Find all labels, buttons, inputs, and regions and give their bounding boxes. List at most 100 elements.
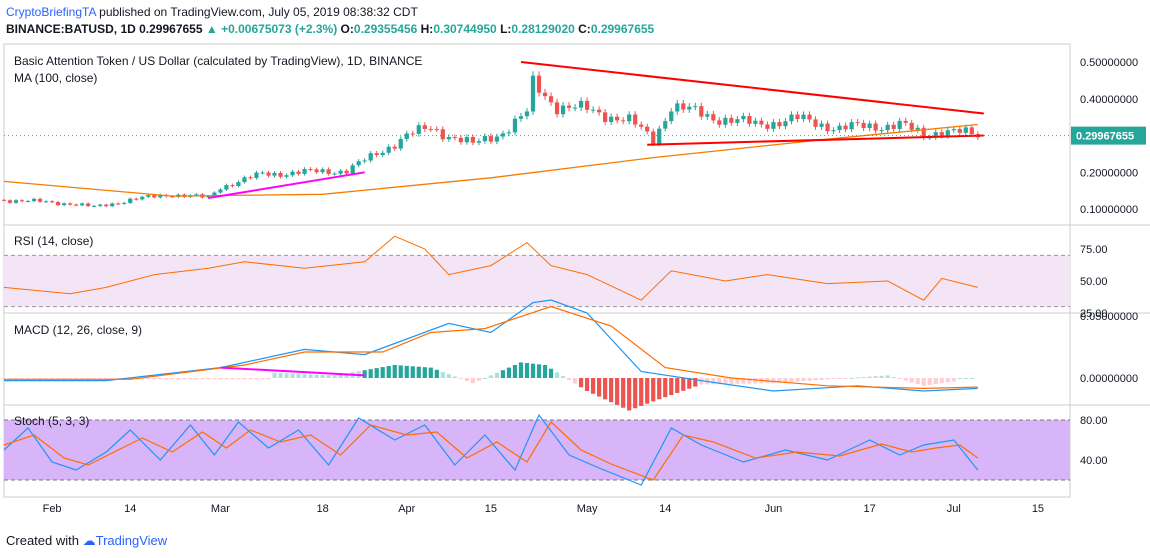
candle-body	[891, 124, 896, 129]
macd-histogram-bar	[260, 378, 265, 380]
candle-body	[37, 198, 43, 202]
macd-histogram-bar	[663, 378, 668, 398]
candle-body	[651, 131, 656, 144]
macd-histogram-bar	[879, 375, 884, 378]
ma-label: MA (100, close)	[14, 71, 97, 85]
rsi-label: RSI (14, close)	[14, 234, 93, 248]
macd-histogram-bar	[458, 378, 463, 379]
macd-histogram-bar	[933, 378, 938, 385]
candle-body	[536, 75, 542, 93]
candle-body	[711, 114, 716, 121]
macd-histogram-bar	[633, 378, 638, 409]
candle-body	[939, 132, 944, 136]
candle-body	[206, 196, 211, 198]
rsi-tick-label: 75.00	[1080, 244, 1108, 256]
macd-histogram-bar	[158, 378, 163, 380]
footer: Created with ☁TradingView	[6, 533, 167, 549]
created-with-text: Created with	[6, 533, 79, 548]
candle-body	[951, 129, 956, 131]
macd-histogram-bar	[741, 378, 746, 384]
candle-body	[260, 172, 265, 174]
open-label: O:	[340, 22, 354, 36]
time-tick-label: Feb	[43, 503, 62, 515]
tradingview-brand[interactable]: TradingView	[95, 533, 168, 548]
low-label: L:	[500, 22, 512, 36]
candle-body	[879, 130, 884, 132]
macd-series-line	[4, 305, 978, 390]
candle-body	[458, 137, 463, 143]
macd-histogram-bar	[43, 378, 49, 380]
candle-body	[350, 165, 355, 174]
macd-histogram-bar	[849, 377, 854, 379]
macd-histogram-bar	[542, 365, 548, 378]
last-price: 0.29967655	[139, 22, 203, 36]
candle-body	[873, 123, 878, 131]
candle-body	[753, 120, 758, 124]
trendline	[208, 171, 365, 199]
macd-tick-label: 0.00000000	[1080, 373, 1138, 385]
candle-body	[909, 122, 914, 130]
candle-body	[86, 203, 91, 207]
candle-body	[212, 192, 217, 197]
candle-body	[254, 172, 259, 178]
candle-body	[933, 132, 938, 138]
price-tick-label: 0.10000000	[1080, 204, 1138, 216]
macd-histogram-bar	[164, 378, 169, 380]
macd-histogram-bar	[452, 376, 457, 378]
publisher-name[interactable]: CryptoBriefingTA	[6, 5, 96, 19]
macd-histogram-bar	[494, 372, 500, 378]
macd-histogram-bar	[392, 365, 397, 378]
low-value: 0.28129020	[511, 22, 575, 36]
macd-histogram-bar	[368, 369, 373, 378]
macd-histogram-bar	[711, 378, 716, 385]
candle-body	[272, 172, 277, 176]
macd-histogram-bar	[578, 378, 584, 388]
candle-body	[398, 139, 403, 149]
macd-histogram-bar	[597, 378, 602, 397]
macd-histogram-bar	[386, 366, 391, 378]
macd-histogram-bar	[771, 378, 776, 384]
macd-histogram-bar	[921, 378, 926, 386]
candle-body	[897, 120, 902, 129]
tradingview-logo-icon[interactable]: ☁	[82, 533, 96, 548]
candle-body	[506, 132, 512, 134]
macd-histogram-bar	[524, 363, 530, 378]
candle-body	[410, 133, 415, 135]
macd-histogram-bar	[885, 375, 890, 378]
candle-body	[633, 114, 638, 125]
candle-body	[440, 129, 445, 140]
macd-histogram-bar	[410, 366, 415, 378]
macd-histogram-bar	[789, 378, 794, 382]
candle-body	[663, 121, 668, 129]
macd-histogram-bar	[380, 367, 385, 378]
close-label: C:	[578, 22, 591, 36]
macd-histogram-bar	[170, 378, 175, 380]
macd-histogram-bar	[7, 378, 13, 380]
macd-histogram-bar	[891, 377, 896, 379]
candle-body	[705, 114, 710, 117]
candle-body	[230, 185, 235, 187]
candle-body	[560, 105, 566, 115]
macd-series-line	[4, 299, 978, 392]
macd-histogram-bar	[422, 367, 427, 378]
macd-histogram-bar	[362, 370, 367, 378]
macd-histogram-bar	[717, 378, 722, 385]
candle-body	[236, 182, 241, 187]
candle-body	[446, 137, 451, 140]
candle-body	[218, 189, 223, 193]
candle-body	[278, 172, 283, 177]
macd-histogram-bar	[326, 375, 331, 378]
candle-body	[771, 122, 776, 129]
candle-body	[957, 129, 962, 133]
time-axis: Feb 14 Mar 18 Apr 15 May 14 Jun 17 Jul 15	[43, 503, 1044, 515]
candle-body	[837, 125, 842, 131]
time-tick-label: Jul	[947, 503, 961, 515]
candle-body	[843, 125, 848, 130]
last-price-tag-text: 0.29967655	[1076, 131, 1134, 143]
candle-body	[494, 136, 500, 142]
high-value: 0.30744950	[433, 22, 497, 36]
macd-histogram-bar	[224, 378, 229, 380]
price-change: +0.00675073 (+2.3%)	[221, 22, 338, 36]
candle-body	[452, 137, 457, 139]
